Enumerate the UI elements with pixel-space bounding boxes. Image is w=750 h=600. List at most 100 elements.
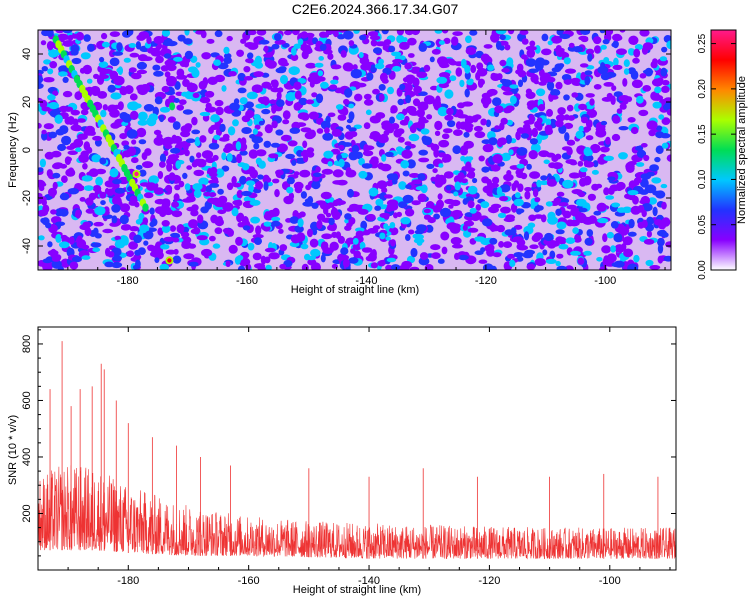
heatmap-cell: [443, 128, 453, 134]
heatmap-cell: [294, 90, 302, 100]
heatmap-cell: [327, 53, 334, 60]
heatmap-cell: [327, 161, 333, 167]
heatmap-cell: [431, 48, 441, 55]
heatmap-cell: [41, 106, 51, 112]
heatmap-cell: [116, 42, 123, 52]
heatmap-cell: [646, 216, 654, 226]
heatmap-cell: [467, 156, 474, 161]
heatmap-cell: [71, 57, 82, 65]
heatmap-cell: [478, 259, 488, 264]
heatmap-cell: [601, 245, 611, 254]
heatmap-cell: [316, 128, 324, 134]
heatmap-cell: [566, 104, 574, 112]
heatmap-cell: [264, 256, 271, 264]
heatmap-cell: [584, 161, 595, 168]
heatmap-cell: [199, 96, 211, 104]
heatmap-cell: [473, 114, 482, 120]
heatmap-cell: [509, 84, 519, 89]
heatmap-cell: [112, 195, 121, 203]
heatmap-cell: [540, 214, 547, 223]
heatmap-cell: [405, 184, 412, 190]
heatmap-cell: [532, 188, 539, 198]
heatmap-cell: [485, 119, 492, 128]
heatmap-cell: [212, 154, 219, 161]
heatmap-cell: [38, 75, 44, 84]
heatmap-cell: [164, 59, 176, 67]
heatmap-cell: [455, 121, 462, 130]
heatmap-cell: [591, 183, 599, 191]
heatmap-cell: [154, 257, 160, 263]
heatmap-cell: [490, 164, 501, 172]
heatmap-cell: [325, 212, 332, 218]
heatmap-cell: [643, 154, 650, 162]
heatmap-cell: [246, 91, 258, 100]
heatmap-cell: [168, 172, 176, 181]
colorbar: 0.00 0.05 0.10 0.15 0.20 0.25 Normalized spec…: [697, 29, 748, 280]
heatmap-cell: [406, 159, 416, 169]
heatmap-cell: [287, 140, 298, 147]
heatmap-cell: [378, 84, 386, 91]
heatmap-cell: [363, 99, 374, 106]
heatmap-cell: [434, 30, 443, 34]
heatmap-cell: [661, 142, 669, 149]
heatmap-cell: [221, 152, 227, 161]
heatmap-cell: [182, 109, 193, 115]
heatmap-cell: [461, 178, 468, 184]
heatmap-cell: [246, 180, 255, 186]
heatmap-cell: [232, 200, 242, 206]
heatmap-cell: [155, 55, 164, 64]
heatmap-cell: [257, 174, 264, 180]
heatmap-cell: [644, 184, 657, 194]
heatmap-cell: [551, 155, 559, 162]
heatmap-cell: [517, 79, 524, 88]
heatmap-cell: [123, 144, 130, 150]
heatmap-cell: [405, 145, 412, 151]
heatmap-cell: [517, 183, 524, 192]
heatmap-cell: [48, 131, 57, 139]
heatmap-cell: [651, 177, 662, 184]
heatmap-cell: [166, 75, 177, 85]
heatmap-cell: [501, 79, 513, 87]
heatmap-cell: [370, 39, 378, 47]
heatmap-cell: [402, 37, 408, 43]
heatmap-cell: [526, 263, 536, 270]
heatmap-cell: [154, 198, 166, 205]
heatmap-cell: [630, 70, 639, 80]
heatmap-cell: [72, 126, 82, 132]
heatmap-cell: [41, 66, 48, 72]
heatmap-cell: [247, 52, 254, 59]
heatmap-cell: [635, 145, 643, 151]
heatmap-cell: [181, 91, 189, 97]
heatmap-cell: [600, 44, 607, 50]
heatmap-cell: [536, 117, 543, 124]
heatmap-cell: [404, 30, 414, 36]
heatmap-cell: [423, 64, 431, 72]
heatmap-cell: [558, 202, 569, 207]
heatmap-cell: [312, 176, 320, 182]
heatmap-cell: [352, 64, 358, 71]
heatmap-cell: [98, 74, 109, 80]
heatmap-cell: [492, 154, 503, 164]
heatmap-cell: [198, 177, 209, 186]
heatmap-cell: [261, 108, 271, 115]
heatmap-cell: [623, 248, 634, 258]
heatmap-cell: [378, 58, 384, 65]
heatmap-cell: [475, 204, 482, 211]
heatmap-cell: [642, 69, 654, 75]
heatmap-cell: [661, 46, 668, 53]
heatmap-cell: [520, 133, 529, 139]
heatmap-cell: [417, 173, 426, 181]
heatmap-cell: [62, 40, 74, 47]
y-tick-label: 40: [21, 48, 33, 60]
heatmap-cell: [567, 115, 575, 121]
heatmap-cell: [379, 72, 388, 83]
heatmap-cell: [128, 241, 139, 250]
heatmap-cell: [315, 166, 321, 173]
heatmap-cell: [372, 225, 381, 231]
heatmap-cell: [533, 79, 540, 85]
heatmap-cell: [584, 75, 591, 86]
heatmap-cell: [418, 157, 430, 163]
heatmap-cell: [271, 220, 281, 227]
heatmap-cell: [294, 186, 303, 194]
heatmap-cell: [139, 182, 151, 187]
